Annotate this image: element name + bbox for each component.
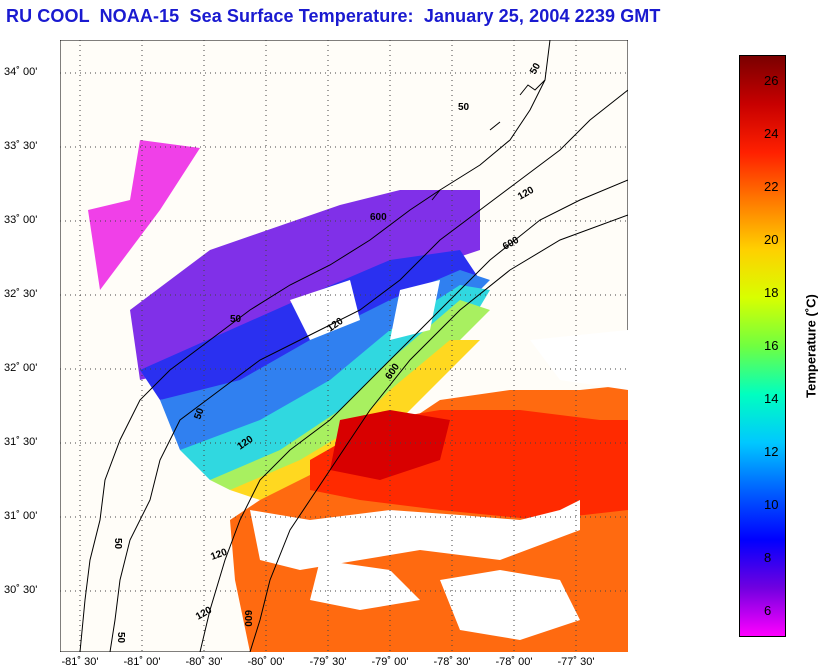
colorbar-tick-label: 10	[764, 496, 779, 512]
lat-label: 31˚ 30'	[4, 436, 38, 448]
lon-label: -77˚ 30'	[557, 656, 595, 668]
cloud-mask	[310, 560, 420, 610]
lon-label: -80˚ 30'	[185, 656, 223, 668]
colorbar-tick-label: 18	[764, 285, 779, 301]
colorbar-tick-label: 16	[764, 338, 779, 353]
contour-label: 50	[528, 61, 543, 77]
cloud-mask	[290, 280, 360, 340]
contour-label: 50	[458, 102, 470, 113]
contour-label: 600	[242, 610, 253, 627]
colorbar-tick-label: 24	[764, 126, 779, 142]
contour-120m	[199, 179, 628, 652]
lat-label: 31˚ 00'	[4, 510, 38, 522]
contour-50m	[109, 89, 628, 652]
map-title: RU COOL NOAA-15 Sea Surface Temperature:…	[6, 6, 661, 26]
contour-label: 50	[112, 538, 123, 550]
lon-label: -81˚ 00'	[123, 656, 161, 668]
colorbar-tick-label: 20	[764, 232, 779, 248]
contour-label: 50	[192, 406, 206, 421]
colorbar-title: Temperature (˚C)	[803, 294, 819, 398]
sst-field-yellow	[230, 340, 480, 500]
contour-label: 50	[115, 632, 126, 644]
cloud-mask	[390, 280, 440, 340]
lon-label: -79˚ 00'	[371, 656, 409, 668]
lat-label: 30˚ 30'	[4, 584, 38, 596]
lon-label: -81˚ 30'	[61, 656, 99, 668]
lon-label: -78˚ 30'	[433, 656, 471, 668]
temperature-colorbar	[739, 55, 786, 637]
colorbar-tick-label: 12	[764, 443, 779, 459]
colorbar-tick-label: 8	[764, 549, 772, 565]
lat-label: 33˚ 30'	[4, 140, 38, 152]
coastline-detail	[431, 79, 546, 201]
lat-label: 34˚ 00'	[4, 66, 38, 78]
sst-field-cold-magenta	[88, 140, 200, 290]
colorbar-tick-label: 14	[764, 390, 779, 406]
cloud-mask	[250, 500, 580, 570]
contour-600m	[249, 214, 628, 652]
lon-label: -80˚ 00'	[247, 656, 285, 668]
sst-field-green	[210, 300, 490, 490]
colorbar-tick-label: 22	[764, 179, 779, 195]
contour-label: 600	[370, 212, 387, 223]
colorbar-tick-label: 6	[764, 602, 772, 618]
coastline	[79, 40, 551, 652]
sst-map: 50 50 120 600 50 120 600 50 120 600 120 …	[60, 40, 628, 652]
lon-label: -79˚ 30'	[309, 656, 347, 668]
sst-field-cold-violet	[130, 190, 480, 380]
colorbar-tick-label: 26	[764, 73, 779, 89]
contour-label: 50	[230, 314, 242, 325]
lat-label: 33˚ 00'	[4, 214, 38, 226]
cloud-mask	[530, 330, 628, 390]
lon-label: -78˚ 00'	[495, 656, 533, 668]
sst-map-canvas: 50 50 120 600 50 120 600 50 120 600 120 …	[60, 40, 628, 652]
lat-label: 32˚ 30'	[4, 288, 38, 300]
cloud-mask	[440, 570, 580, 640]
lat-label: 32˚ 00'	[4, 362, 38, 374]
